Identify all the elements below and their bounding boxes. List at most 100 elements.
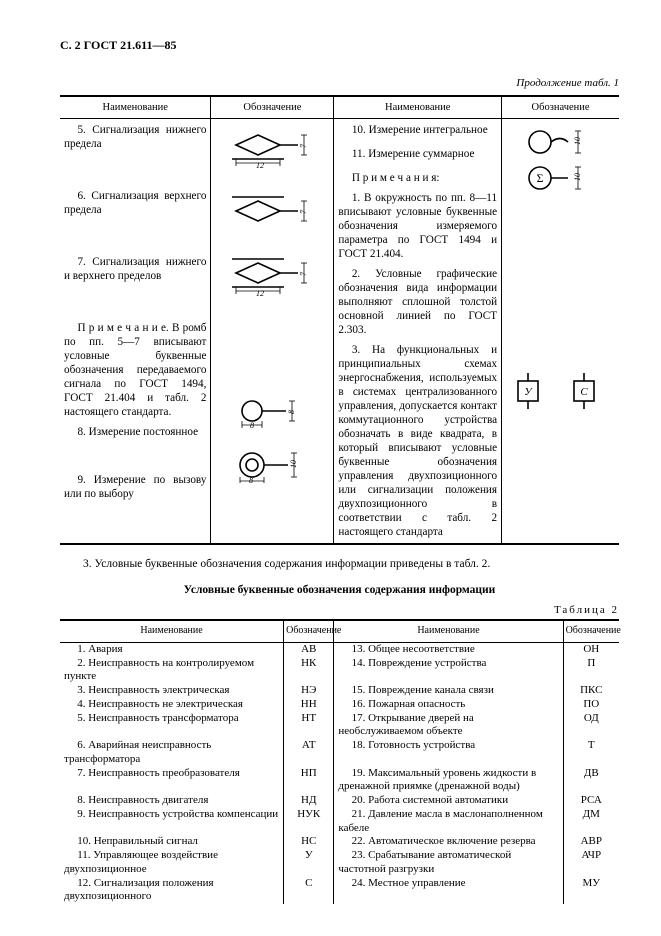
section-3-intro: 3. Условные буквенные обозначения содерж…	[60, 557, 619, 571]
svg-text:12: 12	[256, 161, 264, 169]
t2-code-left: НЭ	[284, 684, 334, 698]
t2-row-left: 4. Неисправность не электрическая	[60, 698, 284, 712]
t2-row-right: 19. Максимальный уровень жидкости в дрен…	[334, 767, 563, 795]
t2-row-left: 3. Неисправность электрическая	[60, 684, 284, 698]
t1-right-names: 10. Измерение интегральное 11. Измерение…	[334, 118, 502, 544]
t2-code-right: ОН	[563, 642, 619, 656]
t1-h3: Наименование	[334, 96, 502, 119]
svg-text:Σ: Σ	[536, 171, 543, 185]
t2-code-left: НД	[284, 794, 334, 808]
sym-both-limits: 12 7	[222, 249, 322, 297]
table-2: Наименование Обозначение Наименование Об…	[60, 619, 619, 904]
table-2-title: Условные буквенные обозначения содержани…	[60, 583, 619, 597]
t2-row-left: 9. Неисправность устройства компенсации	[60, 808, 284, 836]
t1-h1: Наименование	[60, 96, 211, 119]
t2-row-right: 20. Работа системной автоматики	[334, 794, 563, 808]
page-header: С. 2 ГОСТ 21.611—85	[60, 38, 619, 53]
t1-l5: 5. Сигнализация нижнего предела	[64, 123, 206, 151]
svg-text:У: У	[524, 386, 533, 398]
svg-text:8: 8	[287, 410, 296, 414]
t1-r10: 10. Измерение интегральное	[338, 123, 497, 137]
t2-code-right: ДМ	[563, 808, 619, 836]
t2-row-left: 6. Аварийная неисправность трансформатор…	[60, 739, 284, 767]
table-1: Наименование Обозначение Наименование Об…	[60, 95, 619, 545]
sym-square-contacts: У С	[506, 369, 616, 413]
t2-code-left: НС	[284, 835, 334, 849]
t1-rn3: 3. На функциональных и принципиальных сх…	[338, 343, 497, 539]
t1-h2: Обозначение	[211, 96, 334, 119]
table-continuation: Продолжение табл. 1	[60, 77, 619, 91]
t2-code-left: НК	[284, 657, 334, 685]
t2-row-right: 23. Срабатывание автоматической частотно…	[334, 849, 563, 877]
t2-row-left: 8. Неисправность двигателя	[60, 794, 284, 808]
t2-row-left: 10. Неправильный сигнал	[60, 835, 284, 849]
t2-code-left: АТ	[284, 739, 334, 767]
t1-l8: 8. Измерение постоянное	[64, 425, 206, 439]
svg-text:10: 10	[573, 173, 582, 181]
t2-code-right: МУ	[563, 877, 619, 905]
t2-code-right: АВР	[563, 835, 619, 849]
t2-row-left: 11. Управляющее воздействие двухпозицион…	[60, 849, 284, 877]
t2-row-left: 12. Сигнализация положения двухпозиционн…	[60, 877, 284, 905]
t2-row-right: 24. Местное управление	[334, 877, 563, 905]
t2-row-left: 7. Неисправность преобразователя	[60, 767, 284, 795]
t2-row-right: 18. Готовность устройства	[334, 739, 563, 767]
t2-code-left: У	[284, 849, 334, 877]
t1-left-note: П р и м е ч а н и е. В ромб по пп. 5—7 в…	[64, 321, 206, 419]
sym-constant-meas: 8 8	[222, 393, 322, 429]
t2-row-left: 1. Авария	[60, 642, 284, 656]
t2-code-left: НУК	[284, 808, 334, 836]
svg-text:10: 10	[573, 137, 582, 145]
t2-row-right: 15. Повреждение канала связи	[334, 684, 563, 698]
t2-code-right: РСА	[563, 794, 619, 808]
t2-code-right: ОД	[563, 712, 619, 740]
t1-left-symbols: 12 7	[211, 118, 334, 544]
t2-code-left: НН	[284, 698, 334, 712]
sym-lower-limit: 12 7	[222, 125, 322, 169]
t2-row-right: 13. Общее несоответствие	[334, 642, 563, 656]
t1-l9: 9. Измерение по вызову или по выбору	[64, 473, 206, 501]
t2-h1: Наименование	[60, 620, 284, 642]
t2-h2: Обозначение	[284, 620, 334, 642]
table-2-label: Таблица 2	[60, 604, 619, 618]
t2-h3: Наименование	[334, 620, 563, 642]
t2-code-left: С	[284, 877, 334, 905]
t2-h4: Обозначение	[563, 620, 619, 642]
t2-row-left: 2. Неисправность на контролируемом пункт…	[60, 657, 284, 685]
t2-code-right: ДВ	[563, 767, 619, 795]
t1-l6: 6. Сигнализация верхнего предела	[64, 189, 206, 217]
t2-row-right: 16. Пожарная опасность	[334, 698, 563, 712]
t1-right-symbols: 10 Σ	[502, 118, 619, 544]
svg-text:7: 7	[299, 209, 308, 214]
sym-integral: 10	[516, 125, 606, 159]
svg-text:10: 10	[289, 460, 298, 468]
t2-code-right: П	[563, 657, 619, 685]
t2-row-right: 14. Повреждение устройства	[334, 657, 563, 685]
t1-l7: 7. Сигнализация нижнего и верхнего преде…	[64, 255, 206, 283]
t2-code-right: АЧР	[563, 849, 619, 877]
t2-code-left: НП	[284, 767, 334, 795]
svg-text:7: 7	[299, 271, 308, 276]
sym-upper-limit: 7	[222, 187, 322, 231]
svg-text:8: 8	[250, 421, 254, 429]
t2-code-right: Т	[563, 739, 619, 767]
t2-row-right: 17. Открывание дверей на необслуживаемом…	[334, 712, 563, 740]
sym-oncall-meas: 10 8	[222, 447, 322, 483]
t2-row-left: 5. Неисправность трансформатора	[60, 712, 284, 740]
t1-rn1: 1. В окружность по пп. 8—11 вписывают ус…	[338, 191, 497, 261]
t2-row-right: 22. Автоматическое включение резерва	[334, 835, 563, 849]
t1-rn-head: П р и м е ч а н и я:	[338, 171, 497, 185]
t2-row-right: 21. Давление масла в маслонаполненном ка…	[334, 808, 563, 836]
svg-text:7: 7	[299, 143, 308, 148]
t1-r11: 11. Измерение суммарное	[338, 147, 497, 161]
t2-code-left: НТ	[284, 712, 334, 740]
svg-text:С: С	[580, 386, 588, 398]
sym-sum: Σ 10	[516, 161, 606, 195]
t2-code-right: ПО	[563, 698, 619, 712]
t2-code-right: ПКС	[563, 684, 619, 698]
t1-rn2: 2. Условные графические обозначения вида…	[338, 267, 497, 337]
t1-left-names: 5. Сигнализация нижнего предела 6. Сигна…	[60, 118, 211, 544]
t1-h4: Обозначение	[502, 96, 619, 119]
t2-code-left: АВ	[284, 642, 334, 656]
svg-text:8: 8	[249, 476, 253, 483]
